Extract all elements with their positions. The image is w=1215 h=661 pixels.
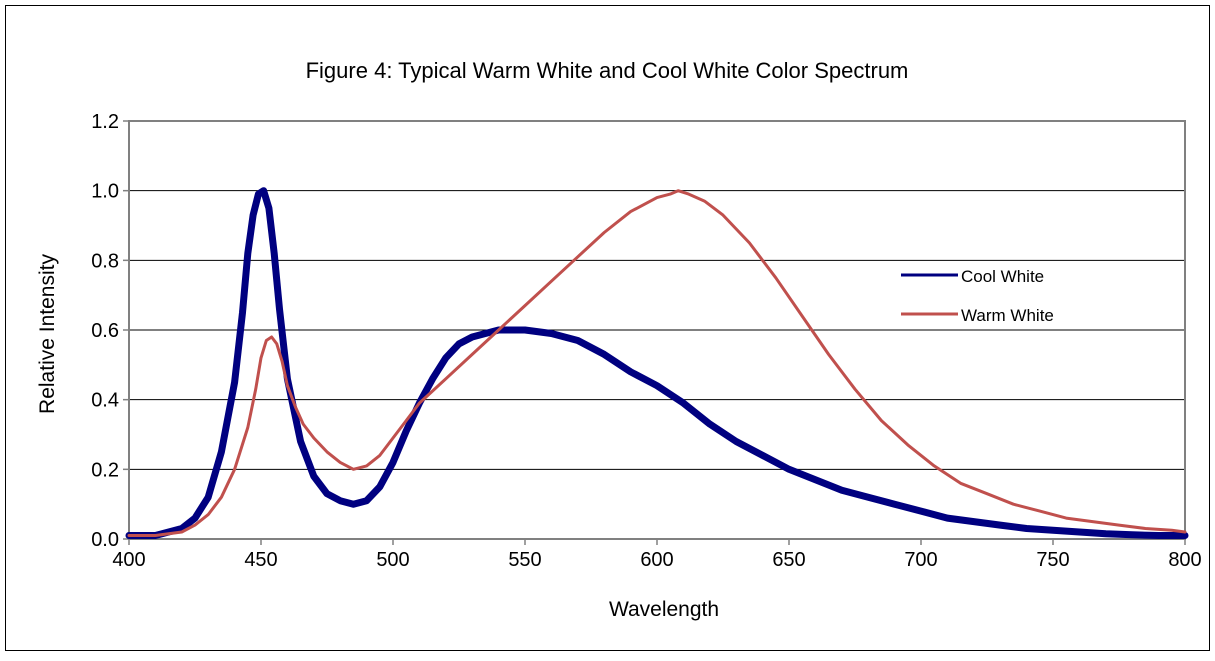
axis-ticks: 0.0 0.2 0.4 0.6 0.8 1.0 1.2 400 450 500 550 600 650 7…: [91, 111, 1202, 571]
legend-label: Warm White: [961, 306, 1054, 325]
x-tick-label: 450: [244, 549, 277, 571]
y-tick-label: 0.8: [91, 250, 119, 272]
chart-frame: [5, 5, 1210, 651]
x-tick-label: 400: [112, 549, 145, 571]
legend-item-cool-white: Cool White: [901, 267, 1044, 286]
x-tick-label: 750: [1036, 549, 1069, 571]
legend-label: Cool White: [961, 267, 1044, 286]
warm-white-series-line: [127, 189, 1187, 537]
y-tick-label: 0.0: [91, 529, 119, 551]
y-tick-label: 1.0: [91, 181, 119, 203]
x-tick-label: 800: [1168, 549, 1201, 571]
legend: Cool White Warm White: [901, 267, 1054, 325]
x-tick-label: 650: [772, 549, 805, 571]
legend-item-warm-white: Warm White: [901, 306, 1054, 325]
x-tick-label: 700: [904, 549, 937, 571]
y-tick-label: 1.2: [91, 111, 119, 133]
x-tick-label: 500: [376, 549, 409, 571]
y-tick-label: 0.4: [91, 390, 119, 412]
y-tick-label: 0.2: [91, 459, 119, 481]
chart-title: Figure 4: Typical Warm White and Cool Wh…: [306, 58, 909, 83]
x-tick-label: 550: [508, 549, 541, 571]
series-lines: [125, 187, 1189, 539]
y-tick-label: 0.6: [91, 320, 119, 342]
x-tick-label: 600: [640, 549, 673, 571]
y-axis-label: Relative Intensity: [36, 254, 59, 414]
cool-white-series-line: [125, 187, 1189, 539]
gridlines: [129, 190, 1185, 470]
x-axis-label: Wavelength: [609, 598, 719, 621]
